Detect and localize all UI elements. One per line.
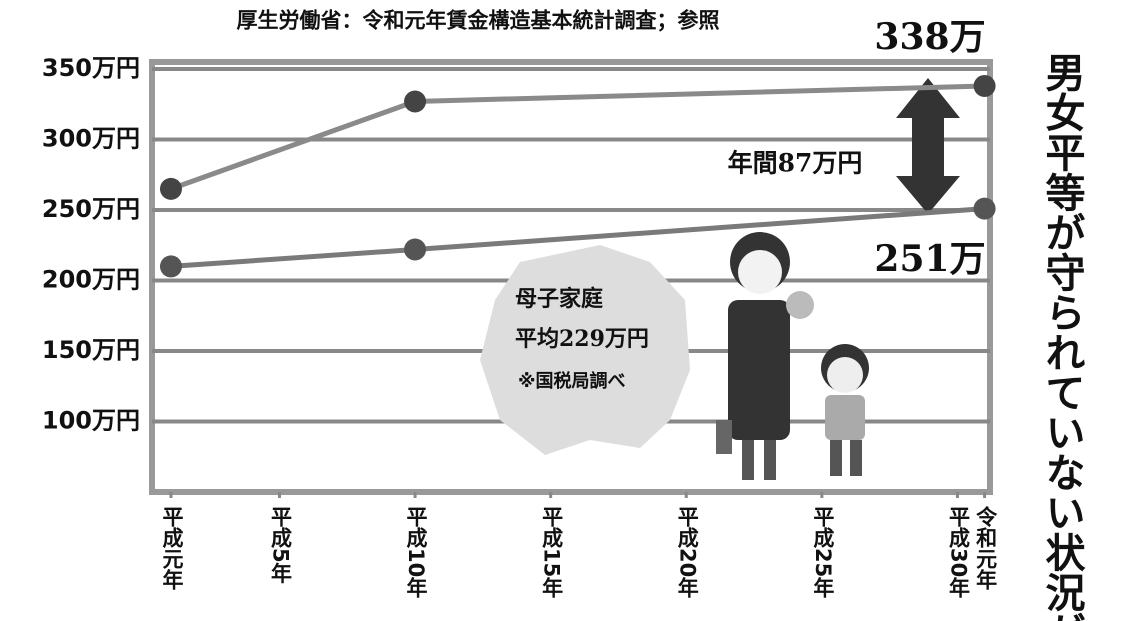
y-tick-label: 100万円: [42, 407, 140, 435]
x-tick-label: 平成5年: [268, 506, 292, 585]
y-tick-label: 250万円: [42, 195, 140, 223]
x-tick-label: 平成25年: [811, 506, 835, 600]
data-point: [404, 90, 426, 112]
annotation: 338万: [874, 16, 985, 58]
y-tick-label: 300万円: [42, 125, 140, 153]
x-tick-label: 平成20年: [675, 506, 699, 600]
gap-arrow: [896, 78, 960, 214]
side-text: 男女平等が守られていない状況が: [1039, 52, 1086, 621]
data-point: [974, 198, 996, 220]
series-line: [171, 86, 985, 189]
data-point: [404, 239, 426, 261]
data-point: [160, 255, 182, 277]
y-tick-label: 150万円: [42, 336, 140, 364]
x-tick-label: 平成10年: [404, 506, 428, 600]
y-tick-label: 200万円: [42, 266, 140, 294]
bubble-text: ※国税局調べ: [518, 370, 626, 392]
data-point: [974, 75, 996, 97]
x-tick-label: 平成30年: [946, 506, 970, 600]
annotation: 251万: [874, 238, 985, 280]
x-tick-label: 平成元年: [160, 506, 184, 591]
y-tick-label: 350万円: [42, 54, 140, 82]
x-tick-label: 令和元年: [974, 505, 998, 591]
x-tick-label: 平成15年: [540, 506, 564, 600]
bubble-text: 平均229万円: [515, 326, 649, 352]
chart-title: 厚生労働省：令和元年賃金構造基本統計調査；参照: [237, 8, 720, 33]
figure-illustration: [716, 232, 869, 480]
bubble-text: 母子家庭: [515, 286, 603, 312]
annotation: 年間87万円: [728, 149, 863, 178]
chart: 厚生労働省：令和元年賃金構造基本統計調査；参照 338万 251万 年間87万円…: [0, 0, 1122, 621]
data-point: [160, 178, 182, 200]
